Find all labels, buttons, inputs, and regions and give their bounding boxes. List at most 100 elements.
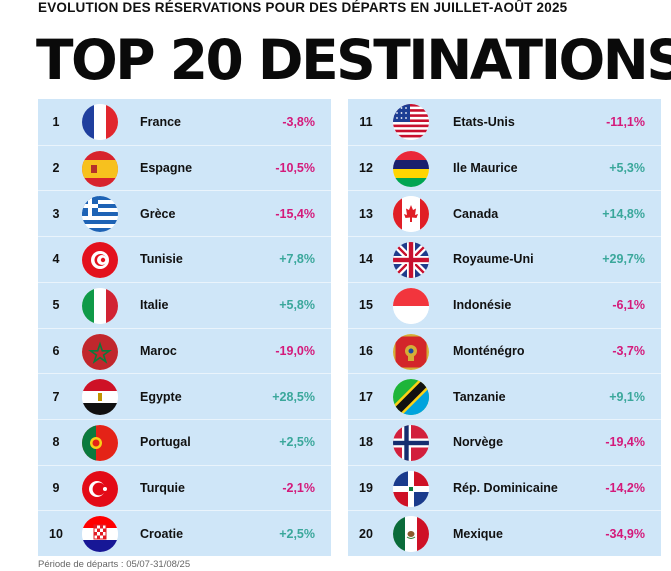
rank-number: 1 bbox=[52, 114, 60, 129]
change-value: -3,8% bbox=[282, 114, 315, 129]
table-row: 4 Tunisie +7,8% bbox=[38, 236, 331, 282]
country-name: Italie bbox=[140, 298, 169, 313]
rank-number: 11 bbox=[359, 114, 373, 129]
rank-number: 14 bbox=[359, 252, 373, 267]
table-row: 13 Canada +14,8% bbox=[348, 190, 661, 236]
rank-number: 5 bbox=[52, 298, 60, 313]
norway-flag-icon bbox=[393, 424, 429, 461]
turkey-flag-icon bbox=[82, 470, 118, 507]
dominican-republic-flag-icon bbox=[393, 470, 429, 507]
table-row: 10 Croatie +2,5% bbox=[38, 510, 331, 556]
country-name: Mexique bbox=[453, 526, 504, 541]
country-name: Portugal bbox=[140, 435, 191, 450]
mauritius-flag-icon bbox=[393, 150, 429, 187]
table-row: 2 Espagne -10,5% bbox=[38, 144, 331, 191]
change-value: +14,8% bbox=[602, 206, 645, 221]
rank-number: 6 bbox=[52, 343, 60, 358]
change-value: +28,5% bbox=[272, 389, 315, 404]
usa-flag-icon bbox=[393, 104, 429, 140]
uk-flag-icon bbox=[393, 242, 429, 279]
change-value: +2,5% bbox=[279, 435, 315, 450]
country-name: Croatie bbox=[140, 526, 184, 541]
change-value: -19,4% bbox=[605, 435, 645, 450]
rank-number: 4 bbox=[52, 252, 60, 267]
change-value: +5,8% bbox=[279, 298, 315, 313]
change-value: +29,7% bbox=[602, 252, 645, 267]
country-name: Tunisie bbox=[140, 252, 183, 267]
footer-note: Période de départs : 05/07-31/08/25 bbox=[38, 559, 191, 570]
change-value: +5,3% bbox=[609, 161, 645, 176]
portugal-flag-icon bbox=[82, 424, 118, 461]
indonesia-flag-icon bbox=[393, 287, 429, 324]
country-name: Espagne bbox=[140, 161, 193, 176]
change-value: +9,1% bbox=[609, 389, 645, 404]
table-row: 8 Portugal +2,5% bbox=[38, 418, 331, 465]
table-row: 7 Egypte +28,5% bbox=[38, 373, 331, 419]
morocco-flag-icon bbox=[82, 333, 118, 370]
table-row: 14 Royaume-Uni +29,7% bbox=[348, 236, 661, 282]
ranking-table-left: 1 France -3,8% 2 Espagne -10,5% 3 Grèce -15,4% 4 T… bbox=[38, 99, 331, 556]
change-value: -3,7% bbox=[612, 343, 645, 358]
country-name: Egypte bbox=[140, 389, 182, 404]
canada-flag-icon bbox=[393, 196, 429, 233]
table-row: 12 Ile Maurice +5,3% bbox=[348, 144, 661, 191]
country-name: Turquie bbox=[140, 480, 185, 495]
country-name: Rép. Dominicaine bbox=[453, 480, 558, 495]
change-value: -34,9% bbox=[605, 526, 645, 541]
change-value: -19,0% bbox=[275, 343, 315, 358]
change-value: -11,1% bbox=[606, 114, 645, 129]
country-name: France bbox=[140, 114, 181, 129]
table-row: 5 Italie +5,8% bbox=[38, 281, 331, 328]
rank-number: 17 bbox=[359, 389, 373, 404]
chart-subtitle: EVOLUTION DES RÉSERVATIONS POUR DES DÉPA… bbox=[38, 0, 568, 15]
rank-number: 3 bbox=[52, 206, 60, 221]
rank-number: 19 bbox=[359, 480, 373, 495]
ranking-table-right: 11 Etats-Unis -11,1% 12 Ile Maurice +5,3% 13 Ca… bbox=[348, 99, 661, 556]
country-name: Etats-Unis bbox=[453, 114, 515, 129]
table-row: 19 Rép. Dominicaine -14,2% bbox=[348, 464, 661, 511]
italy-flag-icon bbox=[82, 287, 118, 324]
country-name: Tanzanie bbox=[453, 389, 506, 404]
country-name: Maroc bbox=[140, 343, 177, 358]
rank-number: 15 bbox=[359, 298, 373, 313]
change-value: -6,1% bbox=[612, 298, 645, 313]
egypt-flag-icon bbox=[82, 379, 118, 416]
france-flag-icon bbox=[82, 104, 118, 140]
table-row: 9 Turquie -2,1% bbox=[38, 464, 331, 511]
change-value: -15,4% bbox=[275, 206, 315, 221]
table-row: 1 France -3,8% bbox=[38, 99, 331, 145]
chart-title: TOP 20 DESTINATIONS bbox=[36, 28, 671, 92]
table-row: 6 Maroc -19,0% bbox=[38, 327, 331, 374]
change-value: +2,5% bbox=[279, 526, 315, 541]
rank-number: 18 bbox=[359, 435, 373, 450]
table-row: 16 Monténégro -3,7% bbox=[348, 327, 661, 374]
croatia-flag-icon bbox=[82, 516, 118, 553]
rank-number: 20 bbox=[359, 526, 373, 541]
country-name: Indonésie bbox=[453, 298, 512, 313]
country-name: Ile Maurice bbox=[453, 161, 518, 176]
change-value: -14,2% bbox=[605, 480, 645, 495]
country-name: Norvège bbox=[453, 435, 504, 450]
change-value: -10,5% bbox=[275, 161, 315, 176]
rank-number: 13 bbox=[359, 206, 373, 221]
country-name: Monténégro bbox=[453, 343, 525, 358]
rank-number: 8 bbox=[52, 435, 60, 450]
greece-flag-icon bbox=[82, 196, 118, 233]
montenegro-flag-icon bbox=[393, 333, 429, 370]
country-name: Grèce bbox=[140, 206, 176, 221]
tunisia-flag-icon bbox=[82, 242, 118, 279]
table-row: 3 Grèce -15,4% bbox=[38, 190, 331, 236]
rank-number: 7 bbox=[52, 389, 60, 404]
rank-number: 16 bbox=[359, 343, 373, 358]
country-name: Canada bbox=[453, 206, 499, 221]
country-name: Royaume-Uni bbox=[453, 252, 534, 267]
table-row: 17 Tanzanie +9,1% bbox=[348, 373, 661, 419]
rank-number: 2 bbox=[52, 161, 60, 176]
table-row: 15 Indonésie -6,1% bbox=[348, 281, 661, 328]
change-value: +7,8% bbox=[279, 252, 315, 267]
table-row: 20 Mexique -34,9% bbox=[348, 510, 661, 556]
spain-flag-icon bbox=[82, 150, 118, 187]
change-value: -2,1% bbox=[282, 480, 315, 495]
table-row: 11 Etats-Unis -11,1% bbox=[348, 99, 661, 145]
mexico-flag-icon bbox=[393, 516, 429, 553]
